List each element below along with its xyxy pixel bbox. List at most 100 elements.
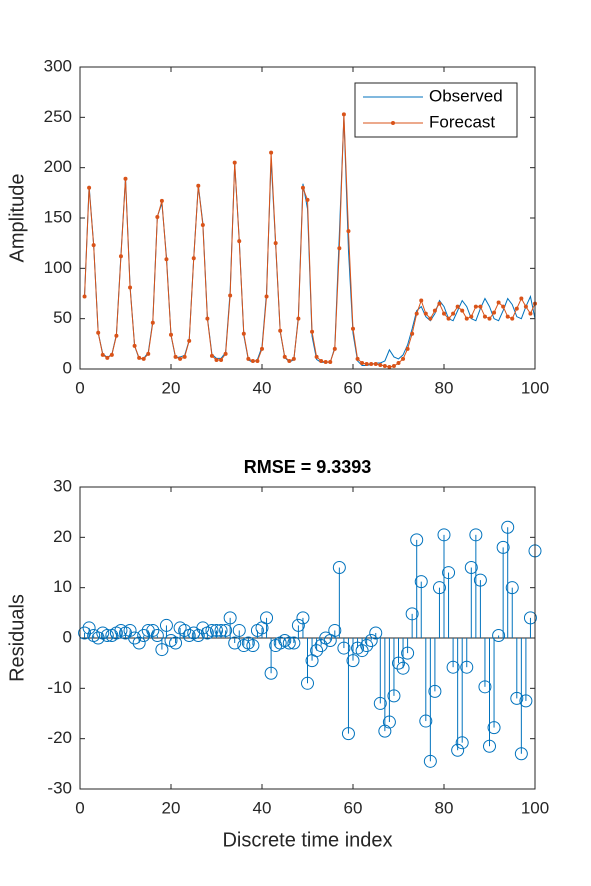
legend-box xyxy=(354,82,518,138)
series-marker xyxy=(219,357,224,362)
series-marker xyxy=(105,355,110,360)
stem-marker xyxy=(219,623,233,637)
stem-marker xyxy=(282,636,296,650)
series-marker xyxy=(191,256,196,261)
series-marker xyxy=(510,316,515,321)
stem-marker xyxy=(387,689,401,703)
series-marker xyxy=(228,293,233,298)
series-marker xyxy=(473,304,478,309)
axes-box xyxy=(79,66,536,370)
stem-marker xyxy=(419,714,433,728)
series-marker xyxy=(123,176,128,181)
stem-marker xyxy=(196,621,210,635)
stem-marker xyxy=(191,628,205,642)
series-marker xyxy=(319,358,324,363)
stem-marker xyxy=(487,721,501,735)
y-tick-label: 20 xyxy=(53,527,72,546)
stem-marker xyxy=(296,611,310,625)
series-marker xyxy=(341,112,346,117)
series-marker xyxy=(455,304,460,309)
stem-marker xyxy=(355,644,369,658)
series-marker xyxy=(305,197,310,202)
series-marker xyxy=(100,352,105,357)
series-marker xyxy=(328,359,333,364)
series-marker xyxy=(346,229,351,234)
series-marker xyxy=(387,364,392,369)
stem-marker xyxy=(360,639,374,653)
series-marker xyxy=(373,361,378,366)
stem-marker xyxy=(455,736,469,750)
chart-title: RMSE = 9.3393 xyxy=(244,457,372,477)
stem-marker xyxy=(205,623,219,637)
x-tick-label: 60 xyxy=(344,378,363,397)
stem-marker xyxy=(473,573,487,587)
series-marker xyxy=(187,338,192,343)
series-marker xyxy=(273,241,278,246)
x-tick-label: 40 xyxy=(253,798,272,817)
series-marker xyxy=(405,346,410,351)
y-tick-label: -30 xyxy=(47,778,72,797)
series-marker xyxy=(469,314,474,319)
series-marker xyxy=(310,329,315,334)
y-tick-label: 100 xyxy=(44,258,72,277)
x-axis-label: Discrete time index xyxy=(222,829,392,851)
series-marker xyxy=(137,355,142,360)
series-marker xyxy=(109,352,114,357)
series-marker xyxy=(360,360,365,365)
stem-marker xyxy=(496,540,510,554)
series-marker xyxy=(155,214,160,219)
series-marker xyxy=(96,330,101,335)
series-marker xyxy=(269,150,274,155)
series-marker xyxy=(437,301,442,306)
stem-marker xyxy=(210,623,223,637)
stem-marker xyxy=(428,684,442,698)
stem-marker xyxy=(510,691,524,705)
stem-marker xyxy=(405,607,419,621)
series-marker xyxy=(528,311,533,316)
stem-marker xyxy=(373,696,387,710)
stem-marker xyxy=(310,644,324,658)
stem-marker xyxy=(178,623,192,637)
stem-marker xyxy=(432,581,446,595)
series-marker xyxy=(205,316,210,321)
series-marker xyxy=(164,257,169,262)
stem-marker xyxy=(478,680,492,694)
series-marker xyxy=(178,356,183,361)
series-marker xyxy=(355,356,360,361)
series-marker xyxy=(223,351,228,356)
stem-marker xyxy=(341,727,355,741)
series-marker xyxy=(118,254,123,259)
stem-marker xyxy=(214,623,228,637)
series-marker xyxy=(278,328,283,333)
series-marker xyxy=(182,354,187,359)
series-marker xyxy=(505,314,510,319)
y-axis-label: Residuals xyxy=(6,594,28,682)
stem-marker xyxy=(159,618,173,632)
series-marker xyxy=(351,326,355,331)
series-marker xyxy=(246,356,251,361)
series-marker xyxy=(419,298,424,303)
stem-marker xyxy=(123,623,137,637)
series-marker xyxy=(514,306,519,311)
y-tick-label: 300 xyxy=(44,56,72,75)
legend-label: Observed xyxy=(429,86,503,105)
series-marker xyxy=(414,311,419,316)
stem-marker xyxy=(483,739,496,753)
stem-marker xyxy=(401,646,415,660)
y-tick-label: 10 xyxy=(53,577,72,596)
series-marker xyxy=(214,357,219,362)
x-tick-label: 100 xyxy=(521,798,549,817)
series-marker xyxy=(82,294,87,299)
series-marker xyxy=(237,239,242,244)
stem-marker xyxy=(91,631,105,645)
stem-marker xyxy=(228,636,242,650)
series-marker xyxy=(464,316,469,321)
stem-marker xyxy=(505,581,519,595)
stem-marker xyxy=(337,641,351,655)
series-marker xyxy=(519,296,524,301)
x-tick-label: 40 xyxy=(253,378,272,397)
series-marker xyxy=(141,356,146,361)
stem-marker xyxy=(264,666,278,680)
stem-marker xyxy=(287,636,301,650)
